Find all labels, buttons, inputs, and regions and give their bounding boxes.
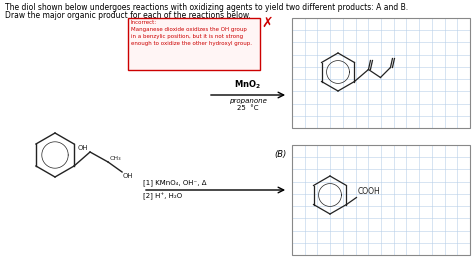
Text: Incorrect:
Manganese dioxide oxidizes the OH group
in a benzylic position, but i: Incorrect: Manganese dioxide oxidizes th… (131, 20, 252, 46)
Text: CH₃: CH₃ (110, 156, 122, 161)
Text: Draw the major organic product for each of the reactions below.: Draw the major organic product for each … (5, 11, 251, 20)
Text: $\mathbf{MnO_2}$: $\mathbf{MnO_2}$ (235, 78, 262, 91)
Text: (B): (B) (275, 150, 287, 159)
Bar (292, 18, 470, 128)
Text: propanone: propanone (229, 98, 267, 104)
Text: The diol shown below undergoes reactions with oxidizing agents to yield two diff: The diol shown below undergoes reactions… (5, 3, 408, 12)
Bar (292, 145, 470, 255)
Bar (128, 18, 260, 70)
Text: [1] KMnO₄, OH⁻, Δ: [1] KMnO₄, OH⁻, Δ (143, 179, 207, 186)
Text: [2] H⁺, H₂O: [2] H⁺, H₂O (143, 193, 182, 201)
Text: OH: OH (123, 173, 134, 179)
Text: 25  °C: 25 °C (237, 105, 259, 111)
Text: ✗: ✗ (261, 16, 273, 30)
Text: COOH: COOH (357, 188, 380, 197)
Text: OH: OH (77, 145, 88, 151)
